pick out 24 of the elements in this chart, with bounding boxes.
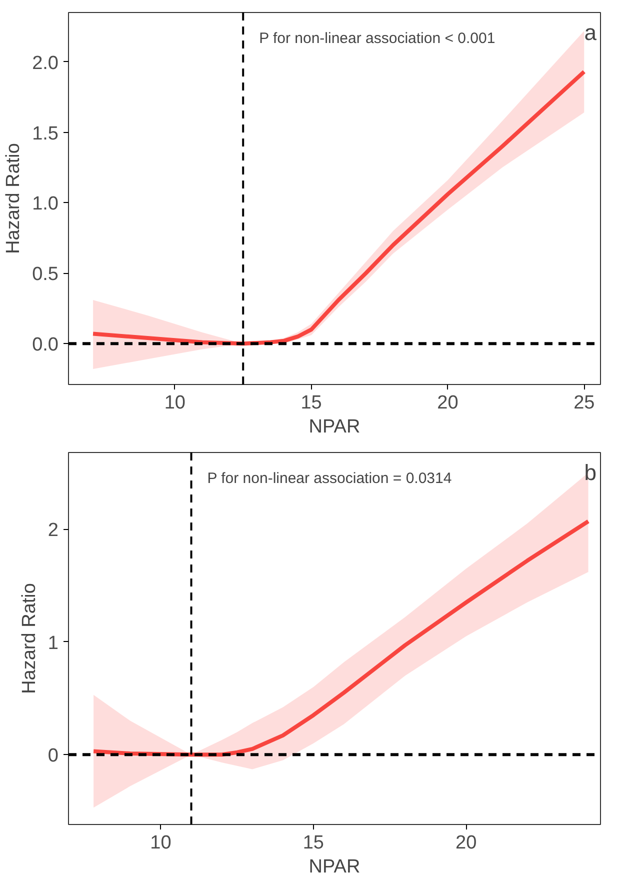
x-tick-label: 10 [164, 392, 186, 414]
x-tick-label: 25 [574, 392, 595, 414]
x-tick-label: 20 [437, 392, 458, 414]
y-tick-label: 0.5 [32, 264, 59, 286]
x-axis-title: NPAR [308, 416, 360, 438]
x-tick-label: 20 [456, 832, 477, 854]
x-tick-label: 10 [150, 832, 172, 854]
annotation: b [584, 460, 597, 485]
annotation: P for non-linear association < 0.001 [259, 30, 496, 48]
y-tick-label: 0 [48, 746, 59, 767]
x-axis-title: NPAR [308, 856, 360, 878]
y-tick-label: 1.5 [32, 123, 59, 144]
y-axis-title: Hazard Ratio [3, 143, 24, 254]
y-tick-label: 2.0 [32, 52, 59, 74]
x-tick-label: 15 [302, 832, 324, 854]
y-tick-label: 1.0 [32, 194, 59, 215]
y-tick-label: 1 [48, 632, 59, 654]
x-tick-label: 15 [300, 392, 322, 414]
y-axis-title: Hazard Ratio [18, 583, 40, 694]
line-series [91, 70, 586, 346]
annotation: P for non-linear association = 0.0314 [207, 470, 452, 488]
y-tick-label: 0.0 [32, 334, 59, 356]
y-tick-label: 2 [48, 520, 59, 542]
annotation: a [584, 20, 598, 45]
